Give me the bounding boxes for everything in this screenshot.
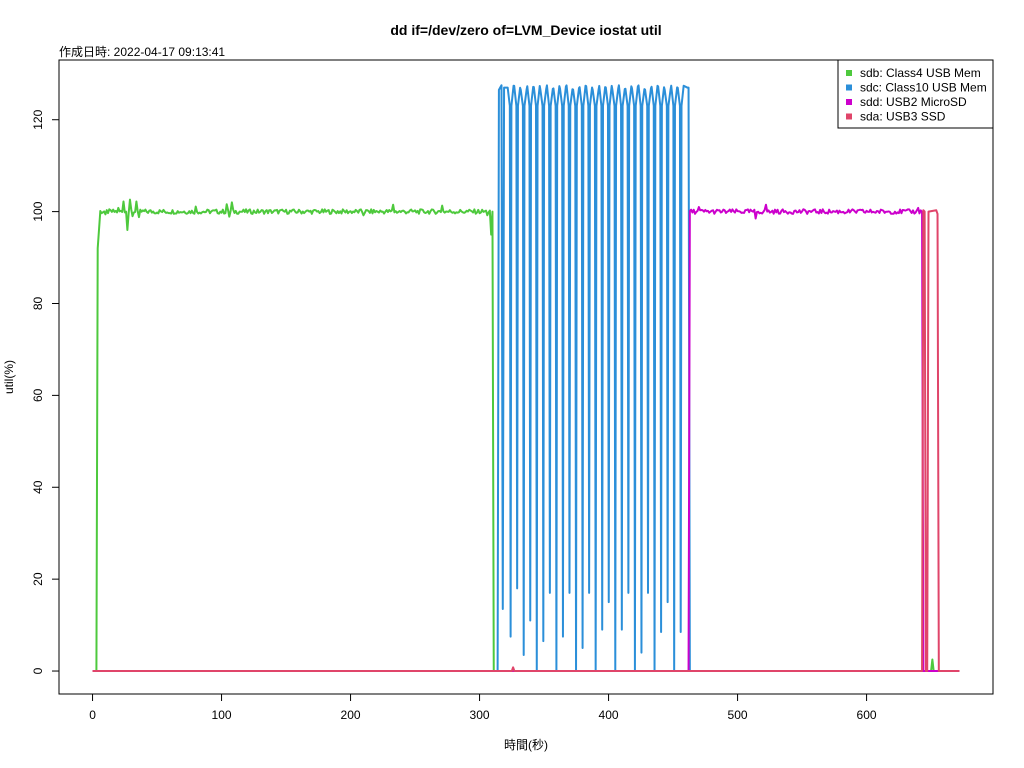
series-line-4 bbox=[92, 209, 960, 673]
x-tick-label: 100 bbox=[212, 708, 232, 722]
y-tick-label: 60 bbox=[31, 388, 45, 402]
legend-box bbox=[837, 59, 994, 129]
y-tick-label: 120 bbox=[31, 109, 45, 129]
legend-label: sdc: Class10 USB Mem bbox=[860, 81, 987, 95]
series-layer bbox=[92, 84, 960, 673]
plot-frame bbox=[58, 59, 994, 695]
series-line-2 bbox=[92, 84, 960, 673]
legend-label: sda: USB3 SSD bbox=[860, 110, 946, 124]
x-tick-label: 300 bbox=[470, 708, 490, 722]
x-tick-label: 600 bbox=[857, 708, 877, 722]
legend-label: sdd: USB2 MicroSD bbox=[860, 95, 967, 109]
legend-swatch bbox=[846, 99, 852, 105]
legend-swatch bbox=[846, 70, 852, 76]
y-tick-label: 20 bbox=[31, 572, 45, 586]
y-tick-label: 0 bbox=[31, 667, 45, 674]
chart-title: dd if=/dev/zero of=LVM_Device iostat uti… bbox=[390, 22, 661, 38]
legend-swatch bbox=[846, 84, 852, 91]
series-line-3 bbox=[92, 203, 960, 673]
x-axis-label: 時間(秒) bbox=[504, 738, 548, 752]
y-axis-label: util(%) bbox=[2, 360, 16, 394]
x-tick-label: 200 bbox=[341, 708, 361, 722]
y-axis: 0 20 40 60 80 100 120 bbox=[31, 109, 60, 674]
y-tick-label: 100 bbox=[31, 201, 45, 221]
legend-label: sdb: Class4 USB Mem bbox=[860, 66, 981, 80]
x-tick-label: 0 bbox=[89, 708, 96, 722]
y-tick-label: 40 bbox=[31, 480, 45, 494]
x-axis: 0 100 200 300 400 500 600 bbox=[89, 693, 877, 722]
x-tick-label: 400 bbox=[599, 708, 619, 722]
chart-subtitle: 作成日時: 2022-04-17 09:13:41 bbox=[59, 45, 225, 59]
x-tick-label: 500 bbox=[728, 708, 748, 722]
y-tick-label: 80 bbox=[31, 296, 45, 310]
series-line-1 bbox=[92, 198, 960, 673]
legend-swatch bbox=[846, 113, 852, 120]
